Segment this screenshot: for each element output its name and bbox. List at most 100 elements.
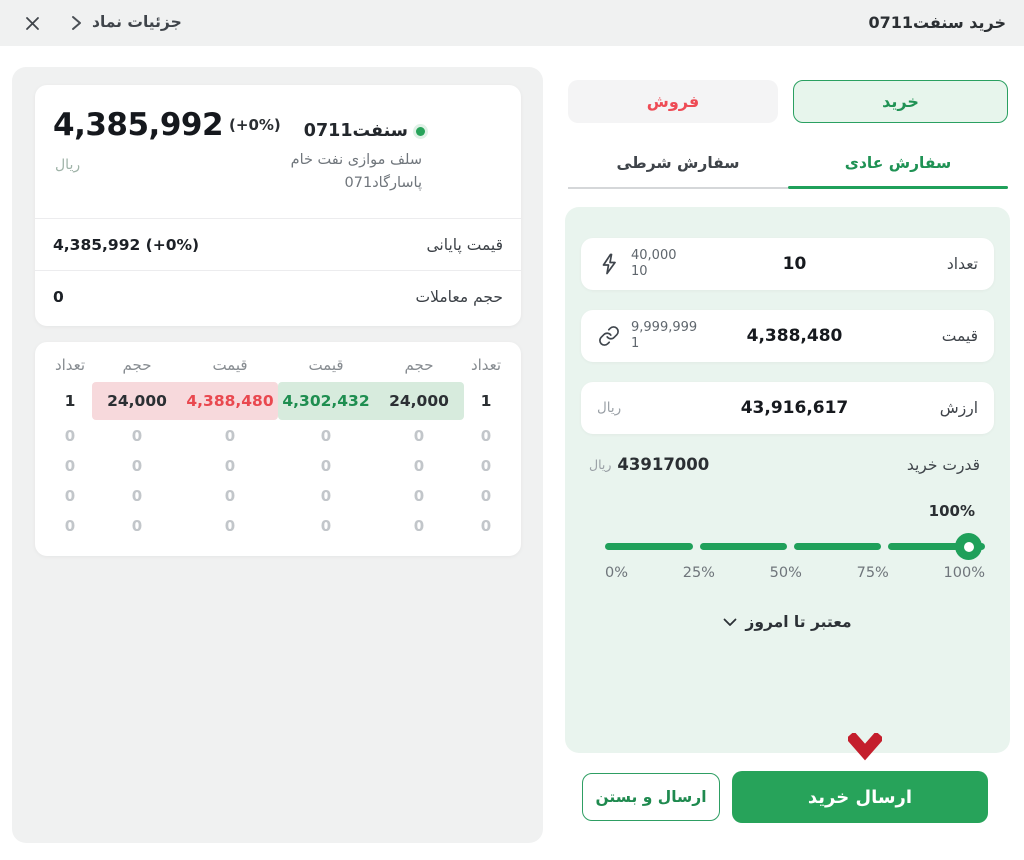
quantity-field[interactable]: تعداد 10 40,000 10 bbox=[581, 238, 994, 290]
tick-25[interactable]: 25% bbox=[682, 565, 715, 581]
orderbook-best-row: 1 24,000 4,302,432 4,388,480 24,000 1 bbox=[48, 381, 508, 421]
buying-power-value: 43917000 bbox=[617, 455, 710, 474]
symbol-info-card: سنفت0711 سلف موازی نفت خام پاسارگاد071 4… bbox=[35, 85, 521, 326]
slider-ticks: 0% 25% 50% 75% 100% bbox=[605, 565, 985, 581]
close-button[interactable] bbox=[20, 11, 44, 35]
last-price-unit: ریال bbox=[55, 157, 81, 173]
slider-segment bbox=[794, 543, 881, 550]
last-price-block: 4,385,992 (+0%) bbox=[53, 107, 281, 143]
orderbook-empty-row: 0 0 0 0 0 0 bbox=[48, 451, 508, 481]
lightning-icon[interactable] bbox=[597, 252, 621, 276]
empty-cell: 0 bbox=[480, 457, 492, 475]
buying-power-value-group[interactable]: 43917000 ریال bbox=[589, 455, 709, 474]
symbol-subtitle-line2: پاسارگاد071 bbox=[344, 175, 423, 191]
tab-normal-order[interactable]: سفارش عادی bbox=[844, 154, 952, 172]
chevron-right-icon bbox=[66, 13, 86, 33]
tick-0[interactable]: 0% bbox=[605, 565, 629, 581]
empty-cell: 0 bbox=[64, 457, 76, 475]
best-sell-price[interactable]: 4,388,480 bbox=[186, 392, 274, 410]
quantity-label: تعداد bbox=[946, 255, 978, 273]
tab-sell[interactable]: فروش bbox=[568, 80, 778, 123]
quantity-input[interactable]: 10 bbox=[782, 254, 807, 274]
empty-cell: 0 bbox=[131, 427, 143, 445]
tick-50[interactable]: 50% bbox=[769, 565, 802, 581]
symbol-details-link[interactable]: جزئیات نماد bbox=[92, 13, 182, 31]
volume-value: 0 bbox=[53, 287, 64, 306]
price-field[interactable]: قیمت 4,388,480 9,999,999 1 bbox=[581, 310, 994, 362]
submit-buy-button[interactable]: ارسال خرید bbox=[732, 771, 988, 823]
best-buy-volume: 24,000 bbox=[389, 392, 449, 410]
submit-and-close-button[interactable]: ارسال و بستن bbox=[582, 773, 720, 821]
slider-segment bbox=[605, 543, 693, 550]
orderbook-empty-row: 0 0 0 0 0 0 bbox=[48, 511, 508, 541]
tab-buy[interactable]: خرید bbox=[793, 80, 1008, 123]
quantity-min: 10 bbox=[631, 264, 648, 279]
empty-cell: 0 bbox=[413, 487, 425, 505]
symbol-subtitle: سلف موازی نفت خام پاسارگاد071 bbox=[291, 149, 422, 195]
header-bar: خرید سنفت0711 جزئیات نماد bbox=[0, 0, 1024, 46]
empty-cell: 0 bbox=[413, 427, 425, 445]
order-value-field[interactable]: ارزش 43,916,617 ریال bbox=[581, 382, 994, 434]
annotation-arrow-icon bbox=[848, 733, 882, 761]
order-value: 43,916,617 bbox=[740, 398, 849, 418]
close-icon bbox=[25, 16, 39, 30]
empty-cell: 0 bbox=[480, 427, 492, 445]
slider-segment bbox=[700, 543, 787, 550]
symbol-header: سنفت0711 bbox=[304, 121, 425, 141]
quantity-limits: 40,000 10 bbox=[631, 248, 677, 280]
empty-cell: 0 bbox=[64, 487, 76, 505]
best-buy-band: 24,000 4,302,432 bbox=[278, 382, 464, 420]
slider-segment bbox=[888, 543, 985, 550]
market-info-panel: سنفت0711 سلف موازی نفت خام پاسارگاد071 4… bbox=[12, 67, 543, 843]
empty-cell: 0 bbox=[320, 517, 332, 535]
empty-cell: 0 bbox=[320, 427, 332, 445]
price-label: قیمت bbox=[941, 327, 978, 345]
empty-cell: 0 bbox=[224, 517, 236, 535]
tick-75[interactable]: 75% bbox=[856, 565, 889, 581]
volume-row: حجم معاملات 0 bbox=[35, 270, 521, 322]
closing-price-value: 4,385,992 (+0%) bbox=[53, 235, 200, 254]
orderbook-header-row: تعداد حجم قیمت قیمت حجم تعداد bbox=[48, 354, 508, 376]
symbol-name: سنفت0711 bbox=[303, 121, 408, 141]
subtab-active-indicator bbox=[788, 186, 1008, 189]
price-max: 9,999,999 bbox=[631, 320, 698, 335]
slider-handle[interactable] bbox=[955, 533, 982, 560]
orderbook-card: تعداد حجم قیمت قیمت حجم تعداد 1 24,000 4… bbox=[35, 342, 521, 556]
percent-slider-track[interactable] bbox=[605, 543, 985, 550]
empty-cell: 0 bbox=[131, 517, 143, 535]
price-limits: 9,999,999 1 bbox=[631, 320, 697, 352]
symbol-status-dot bbox=[416, 126, 425, 136]
order-form: تعداد 10 40,000 10 قیمت 4,388,480 bbox=[565, 207, 1010, 753]
closing-price-label: قیمت پایانی bbox=[426, 235, 503, 254]
link-icon[interactable] bbox=[597, 324, 621, 348]
empty-cell: 0 bbox=[224, 427, 236, 445]
validity-dropdown[interactable]: معتبر تا امروز bbox=[565, 613, 1010, 631]
empty-cell: 0 bbox=[224, 487, 236, 505]
empty-cell: 0 bbox=[480, 487, 492, 505]
tab-conditional-order[interactable]: سفارش شرطی bbox=[616, 154, 740, 172]
orderbook-header-volume-sell: حجم bbox=[122, 356, 152, 374]
last-price-change: (+0%) bbox=[229, 116, 281, 134]
slider-current-percent: 100% bbox=[928, 502, 975, 520]
closing-price-row: قیمت پایانی 4,385,992 (+0%) bbox=[35, 218, 521, 270]
chevron-down-icon bbox=[724, 618, 737, 626]
empty-cell: 0 bbox=[131, 487, 143, 505]
tick-100[interactable]: 100% bbox=[943, 565, 985, 581]
price-min: 1 bbox=[631, 336, 640, 351]
best-buy-price[interactable]: 4,302,432 bbox=[282, 392, 370, 410]
last-price: 4,385,992 bbox=[53, 107, 224, 143]
best-sell-band: 4,388,480 24,000 bbox=[92, 382, 278, 420]
order-value-label: ارزش bbox=[939, 399, 978, 417]
orderbook-header-price-sell: قیمت bbox=[212, 356, 248, 374]
best-buy-count: 1 bbox=[480, 392, 492, 410]
empty-cell: 0 bbox=[320, 457, 332, 475]
orderbook-empty-row: 0 0 0 0 0 0 bbox=[48, 421, 508, 451]
price-input[interactable]: 4,388,480 bbox=[746, 326, 843, 346]
orderbook-header-count-sell: تعداد bbox=[54, 356, 86, 374]
best-sell-volume: 24,000 bbox=[107, 392, 167, 410]
empty-cell: 0 bbox=[64, 517, 76, 535]
best-sell-count: 1 bbox=[64, 392, 76, 410]
empty-cell: 0 bbox=[224, 457, 236, 475]
empty-cell: 0 bbox=[413, 457, 425, 475]
